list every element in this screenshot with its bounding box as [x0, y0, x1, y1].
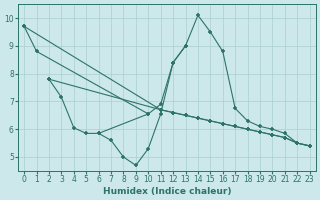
- X-axis label: Humidex (Indice chaleur): Humidex (Indice chaleur): [103, 187, 231, 196]
